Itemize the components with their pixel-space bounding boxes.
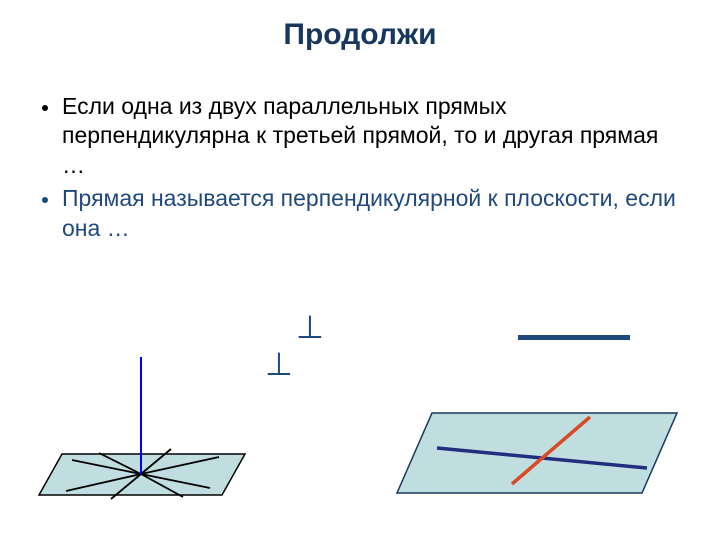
diagram-area: ⊥ ⊥ xyxy=(0,300,720,540)
diagram-right xyxy=(0,0,720,540)
